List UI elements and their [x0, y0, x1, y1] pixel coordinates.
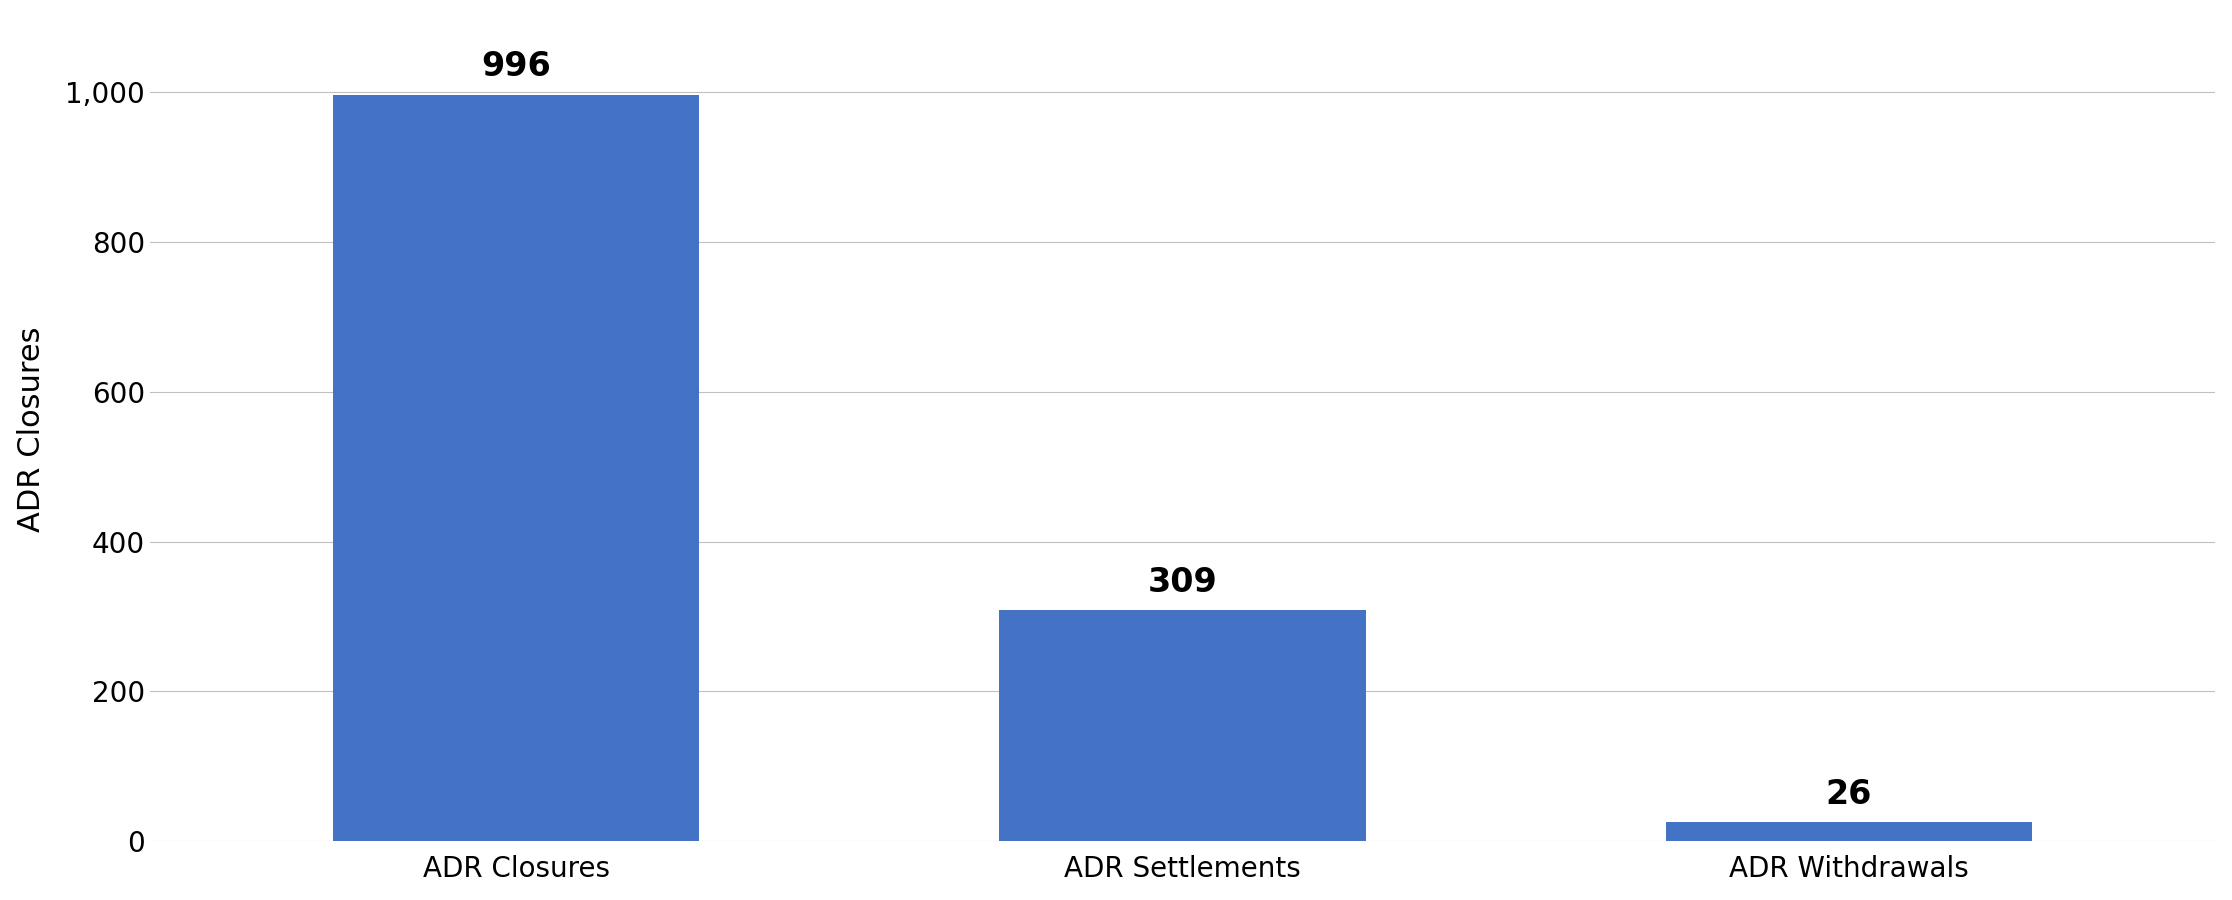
- Text: 309: 309: [1147, 565, 1216, 599]
- Bar: [1665, 822, 2031, 842]
- Bar: [1000, 610, 1366, 842]
- Y-axis label: ADR Closures: ADR Closures: [16, 327, 45, 532]
- Text: 996: 996: [482, 50, 551, 84]
- Bar: [333, 94, 699, 842]
- Text: 26: 26: [1826, 778, 1873, 811]
